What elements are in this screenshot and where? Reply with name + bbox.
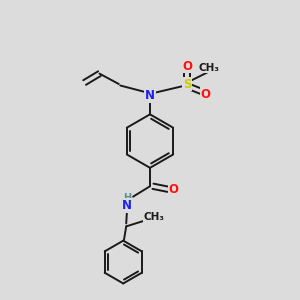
Text: CH₃: CH₃ [143,212,164,223]
Text: O: O [201,88,211,101]
Text: CH₃: CH₃ [199,63,220,73]
Text: O: O [169,183,179,196]
Text: N: N [145,89,155,102]
Text: N: N [122,199,132,212]
Text: S: S [183,77,191,91]
Text: H: H [123,193,131,203]
Text: O: O [182,60,192,73]
